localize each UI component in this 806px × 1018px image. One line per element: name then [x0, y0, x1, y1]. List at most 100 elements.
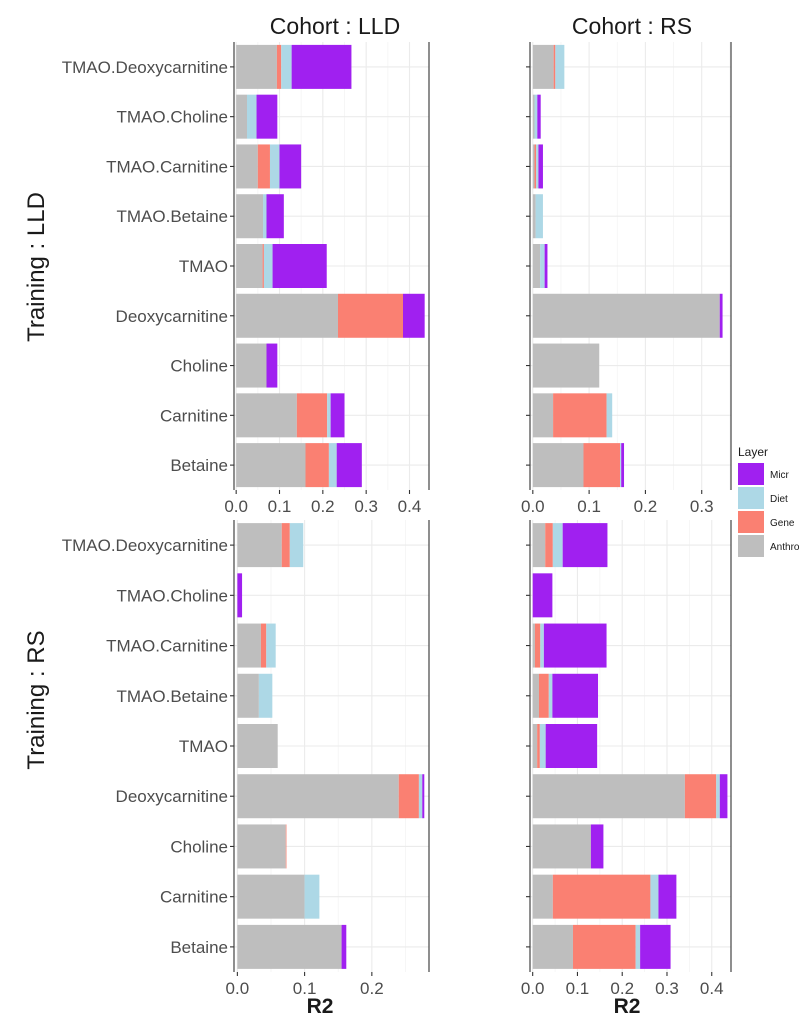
panel-lld-rs: 0.0 0.1 0.2 0.3 — [521, 42, 732, 516]
legend-key-diet — [738, 487, 764, 509]
bar-tmao-gene — [537, 724, 540, 768]
bar-deoxycarnitine-gene — [338, 293, 403, 338]
bar-carnitine-micr — [330, 393, 345, 438]
bar-tmao-deoxycarnitine-anthro — [532, 523, 546, 568]
bar-tmao-diet — [263, 244, 273, 288]
bar-betaine-anthro — [532, 443, 584, 488]
bar-betaine-gene — [572, 924, 636, 969]
legend-label-diet: Diet — [770, 494, 788, 505]
bar-tmao-betaine-anthro — [237, 673, 259, 718]
x-tick-label: 0.2 — [634, 497, 658, 516]
bar-tmao-deoxycarnitine-anthro — [236, 44, 277, 89]
x-tick-label: 0.2 — [311, 497, 335, 516]
legend: Layer Micr Diet Gene Anthro — [738, 445, 800, 557]
bar-tmao-betaine-diet — [548, 673, 553, 718]
bar-tmao-betaine-anthro — [532, 673, 539, 718]
bar-tmao-betaine-diet — [535, 194, 543, 239]
x-tick-label: 0.1 — [566, 979, 590, 998]
bar-betaine-gene — [305, 443, 329, 488]
bar-tmao-choline-anthro — [236, 94, 247, 139]
bar-tmao-betaine-diet — [263, 194, 267, 239]
bar-tmao-diet — [540, 244, 545, 288]
y-tick-label-tmao-choline: TMAO.Choline — [117, 108, 228, 127]
y-tick-label-betaine: Betaine — [170, 938, 228, 957]
bar-deoxycarnitine-gene — [398, 774, 419, 819]
bar-tmao-carnitine-diet — [540, 623, 544, 668]
bar-deoxycarnitine-anthro — [236, 293, 338, 338]
bar-carnitine-gene — [296, 393, 328, 438]
bar-deoxycarnitine-micr — [403, 293, 425, 338]
bar-choline-gene — [285, 824, 287, 869]
bar-tmao-deoxycarnitine-anthro — [237, 523, 282, 568]
bar-choline-micr — [266, 343, 278, 388]
y-tick-label-tmao: TMAO — [179, 737, 228, 756]
panel-lld-lld: TMAO.Deoxycarnitine TMAO.Choline TMAO.Carn… — [62, 42, 430, 516]
bar-choline-anthro — [236, 343, 267, 388]
bar-tmao-betaine-anthro — [532, 194, 536, 239]
bar-deoxycarnitine-gene — [684, 774, 717, 819]
bar-deoxycarnitine-diet — [716, 774, 720, 819]
bar-betaine-micr — [336, 443, 362, 488]
bar-tmao-micr — [544, 244, 548, 288]
legend-label-gene: Gene — [770, 518, 795, 529]
bar-tmao-carnitine-diet — [269, 144, 280, 189]
y-tick-label-deoxycarnitine: Deoxycarnitine — [116, 307, 228, 326]
bar-tmao-anthro — [532, 244, 541, 288]
x-tick-label: 0.1 — [268, 497, 292, 516]
x-tick-label: 0.4 — [700, 979, 724, 998]
bar-betaine-anthro — [236, 443, 306, 488]
bar-tmao-deoxycarnitine-micr — [562, 523, 608, 568]
bar-deoxycarnitine-micr — [719, 774, 728, 819]
col-strip-lld: Cohort : LLD — [270, 13, 400, 39]
x-tick-label: 0.3 — [354, 497, 378, 516]
bar-tmao-carnitine-anthro — [532, 144, 535, 189]
bar-tmao-choline-diet — [247, 94, 257, 139]
bar-tmao-deoxycarnitine-diet — [552, 523, 563, 568]
x-tick-label: 0.3 — [690, 497, 714, 516]
bar-carnitine-anthro — [532, 874, 553, 919]
x-tick-label: 0.0 — [224, 497, 248, 516]
bar-tmao-deoxycarnitine-micr — [291, 44, 352, 89]
bar-tmao-deoxycarnitine-gene — [553, 44, 556, 89]
bar-tmao-choline-micr — [537, 94, 541, 139]
bar-tmao-carnitine-anthro — [236, 144, 258, 189]
bar-betaine-anthro — [237, 924, 342, 969]
bar-carnitine-anthro — [532, 393, 554, 438]
y-tick-label-tmao-deoxycarnitine: TMAO.Deoxycarnitine — [62, 58, 228, 77]
bar-betaine-micr — [640, 924, 671, 969]
x-tick-label: 0.1 — [577, 497, 601, 516]
bar-carnitine-gene — [552, 874, 651, 919]
bar-tmao-choline-anthro — [532, 94, 535, 139]
bar-tmao-choline-micr — [256, 94, 278, 139]
bar-betaine-micr — [341, 924, 347, 969]
bar-tmao-betaine-micr — [266, 194, 284, 239]
bar-choline-anthro — [532, 824, 591, 869]
y-tick-label-carnitine: Carnitine — [160, 406, 228, 425]
bar-tmao-betaine-diet — [258, 673, 273, 718]
bar-carnitine-diet — [606, 393, 613, 438]
bar-carnitine-micr — [658, 874, 677, 919]
y-tick-label-betaine: Betaine — [170, 456, 228, 475]
x-tick-label: 0.4 — [398, 497, 422, 516]
bar-tmao-choline-micr — [532, 573, 553, 618]
legend-label-anthro: Anthro — [770, 542, 800, 553]
y-tick-label-tmao-carnitine: TMAO.Carnitine — [106, 157, 228, 176]
bar-betaine-diet — [635, 924, 641, 969]
bar-tmao-carnitine-gene — [534, 623, 541, 668]
x-tick-label: 0.0 — [521, 979, 545, 998]
x-tick-label: 0.0 — [521, 497, 545, 516]
legend-key-gene — [738, 511, 764, 533]
bar-choline-anthro — [532, 343, 600, 388]
panels: TMAO.Deoxycarnitine TMAO.Choline TMAO.Carn… — [62, 42, 732, 998]
col-strip-rs: Cohort : RS — [572, 13, 692, 39]
y-tick-label-carnitine: Carnitine — [160, 888, 228, 907]
bar-tmao-carnitine-micr — [279, 144, 302, 189]
bar-tmao-anthro — [236, 244, 263, 288]
legend-label-micr: Micr — [770, 470, 790, 481]
y-tick-label-tmao: TMAO — [179, 257, 228, 276]
bar-carnitine-diet — [304, 874, 320, 919]
bar-tmao-gene — [262, 244, 264, 288]
y-tick-label-deoxycarnitine: Deoxycarnitine — [116, 787, 228, 806]
x-tick-label: 0.3 — [655, 979, 679, 998]
bar-tmao-deoxycarnitine-gene — [281, 523, 290, 568]
